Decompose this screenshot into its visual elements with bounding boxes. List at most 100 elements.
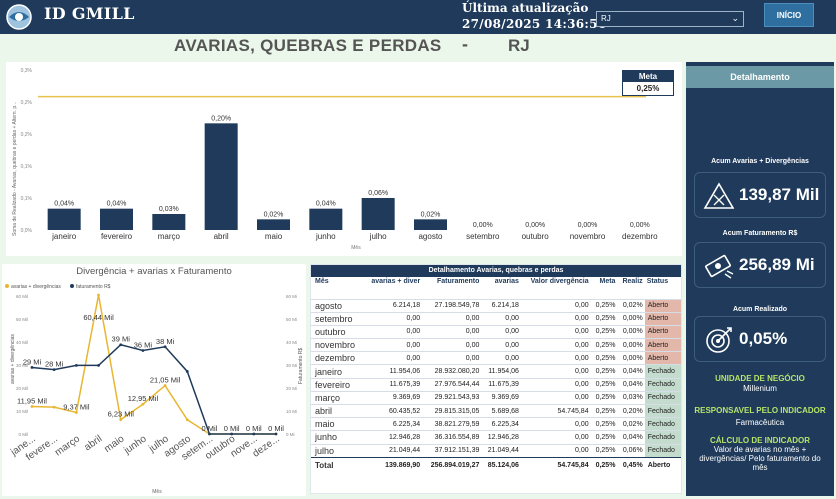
point-data-label: 6,23 Mil <box>108 410 135 419</box>
table-cell: 85.124,06 <box>481 456 521 474</box>
point-data-label: 9,37 Mil <box>63 402 90 411</box>
table-row: março 9.369,69 29.921.543,93 9.369,69 0,00 0,… <box>311 390 681 405</box>
table-cell: 0,00 <box>520 430 591 445</box>
y-tick-label: 0,3% <box>21 68 33 74</box>
bar <box>47 208 81 230</box>
table-cell: 0,25% <box>590 430 618 445</box>
status-cell: Aberto <box>644 311 681 326</box>
table-cell: 0,25% <box>590 298 618 313</box>
point-data-label: 0 Mil <box>246 424 262 433</box>
x-axis-title: Mês <box>152 489 162 495</box>
table-cell: 37.912.151,39 <box>422 443 482 458</box>
point-data-label: 28 Mi <box>45 360 64 369</box>
point-data-label: 29 Mi <box>23 357 42 366</box>
table-cell: 12.946,28 <box>362 430 423 445</box>
table-cell: 0,25% <box>590 417 618 431</box>
meta-card: Meta 0,25% <box>622 70 674 96</box>
month-cell: agosto <box>311 298 363 313</box>
table-cell: 0,00 <box>520 298 591 313</box>
table-cell: 11.675,39 <box>481 377 521 392</box>
table-cell: 0,00 <box>422 338 482 352</box>
table-cell: 0,00 <box>422 324 482 339</box>
money-icon <box>705 254 734 279</box>
column-header[interactable]: Mês <box>315 278 329 285</box>
status-cell: Aberto <box>644 351 681 365</box>
home-button[interactable]: INÍCIO <box>764 3 814 27</box>
table-cell: 60.435,52 <box>362 403 423 418</box>
x-tick-label: setembro <box>466 232 500 241</box>
month-cell: junho <box>311 430 363 445</box>
point-faturamento <box>208 432 211 436</box>
status-cell: Fechado <box>644 417 681 431</box>
business-unit-value: Millenium <box>743 384 777 393</box>
table-cell: 9.369,69 <box>481 390 521 405</box>
point-data-label: 38 Mi <box>156 337 175 346</box>
column-header[interactable]: Status <box>646 278 669 285</box>
y-left-tick-label: 10 Mil <box>16 409 28 414</box>
column-header[interactable]: avarias + diver <box>371 278 421 285</box>
point-avarias <box>52 405 56 409</box>
bar <box>100 208 133 230</box>
status-cell: Aberto <box>644 456 681 474</box>
x-tick-label: abril <box>214 232 229 241</box>
table-cell: 139.869,90 <box>362 456 423 474</box>
column-header[interactable]: Faturamento <box>436 278 480 285</box>
meta-value: 0,25% <box>636 84 660 93</box>
monthly-realized-bar-chart: 0,3% 0,2% 0,2% 0,1% 0,1% 0,0% Soma de Realizad… <box>6 62 682 256</box>
series-line-faturamento <box>31 343 276 435</box>
update-timestamp: 27/08/2025 14:36:56 <box>462 17 607 31</box>
column-header[interactable]: avarias <box>494 278 519 285</box>
series-line-avarias <box>31 294 276 435</box>
table-cell: 38.821.279,59 <box>422 417 482 431</box>
meta-label: Meta <box>623 71 673 82</box>
business-unit-label: UNIDADE DE NEGÓCIO <box>715 374 805 383</box>
x-tick-label: maio <box>102 433 126 455</box>
month-cell: outubro <box>311 324 363 339</box>
logo-icon <box>6 4 32 30</box>
table-cell: 0,25% <box>590 443 618 458</box>
column-header[interactable]: Realiz <box>622 278 643 285</box>
table-cell: 0,00 <box>520 443 591 458</box>
point-data-label: 0 Mil <box>224 424 240 433</box>
point-faturamento <box>230 432 234 436</box>
kpi-card-realizado: 0,05% <box>694 316 826 362</box>
bar-data-label: 0,04% <box>107 201 127 208</box>
column-header[interactable]: Valor divergência <box>530 278 589 285</box>
line-chart-title: Divergência + avarias x Faturamento <box>76 266 232 277</box>
kpi-label-faturamento: Acum Faturamento R$ <box>722 230 798 237</box>
point-data-label: 0 Mil <box>268 424 284 433</box>
table-cell: 0,00 <box>362 351 423 365</box>
kpi-card-avarias: 139,87 Mil <box>694 172 826 218</box>
point-data-label: 39 Mi <box>112 335 131 344</box>
table-cell: 0,00 <box>422 351 482 365</box>
warning-icon <box>703 182 735 209</box>
table-cell: 6.214,18 <box>481 298 521 313</box>
table-cell: 6.225,34 <box>362 417 423 431</box>
table-cell: 0,00 <box>481 338 521 352</box>
bar-data-label: 0,04% <box>54 201 74 208</box>
kpi-value-faturamento: 256,89 Mi <box>739 255 815 274</box>
region-dropdown[interactable]: RJ ⌄ <box>596 11 744 27</box>
x-tick-label: fevereiro <box>101 232 133 241</box>
x-tick-label: junho <box>121 433 149 457</box>
kpi-value-avarias: 139,87 Mil <box>739 185 820 204</box>
kpi-label-realizado: Acum Realizado <box>732 306 788 313</box>
y-left-axis-title: avarias + divergências <box>10 334 16 384</box>
table-cell: 0,25% <box>590 403 618 418</box>
sidebar-header[interactable]: Detalhamento <box>686 66 834 88</box>
x-tick-label: janeiro <box>51 232 77 241</box>
table-cell: 0,00% <box>617 351 645 365</box>
table-cell: 0,00 <box>481 311 521 326</box>
y-tick-label: 0,0% <box>21 228 33 234</box>
bar-data-label: 0,03% <box>159 206 179 213</box>
table-cell: 11.675,39 <box>362 377 423 392</box>
month-cell: dezembro <box>311 351 363 365</box>
legend-label-faturamento: faturamento R$ <box>76 284 111 290</box>
y-tick-label: 0,1% <box>21 196 33 202</box>
table-row: maio 6.225,34 38.821.279,59 6.225,34 0,00 0,2… <box>311 417 681 431</box>
y-right-tick-label: 0 Mi <box>286 432 295 437</box>
calculation-value: Valor de avarias no mês + divergências/ … <box>699 445 821 472</box>
column-header[interactable]: Meta <box>599 278 616 285</box>
target-icon <box>706 327 732 353</box>
legend-label-avarias: avarias + divergências <box>11 284 61 290</box>
